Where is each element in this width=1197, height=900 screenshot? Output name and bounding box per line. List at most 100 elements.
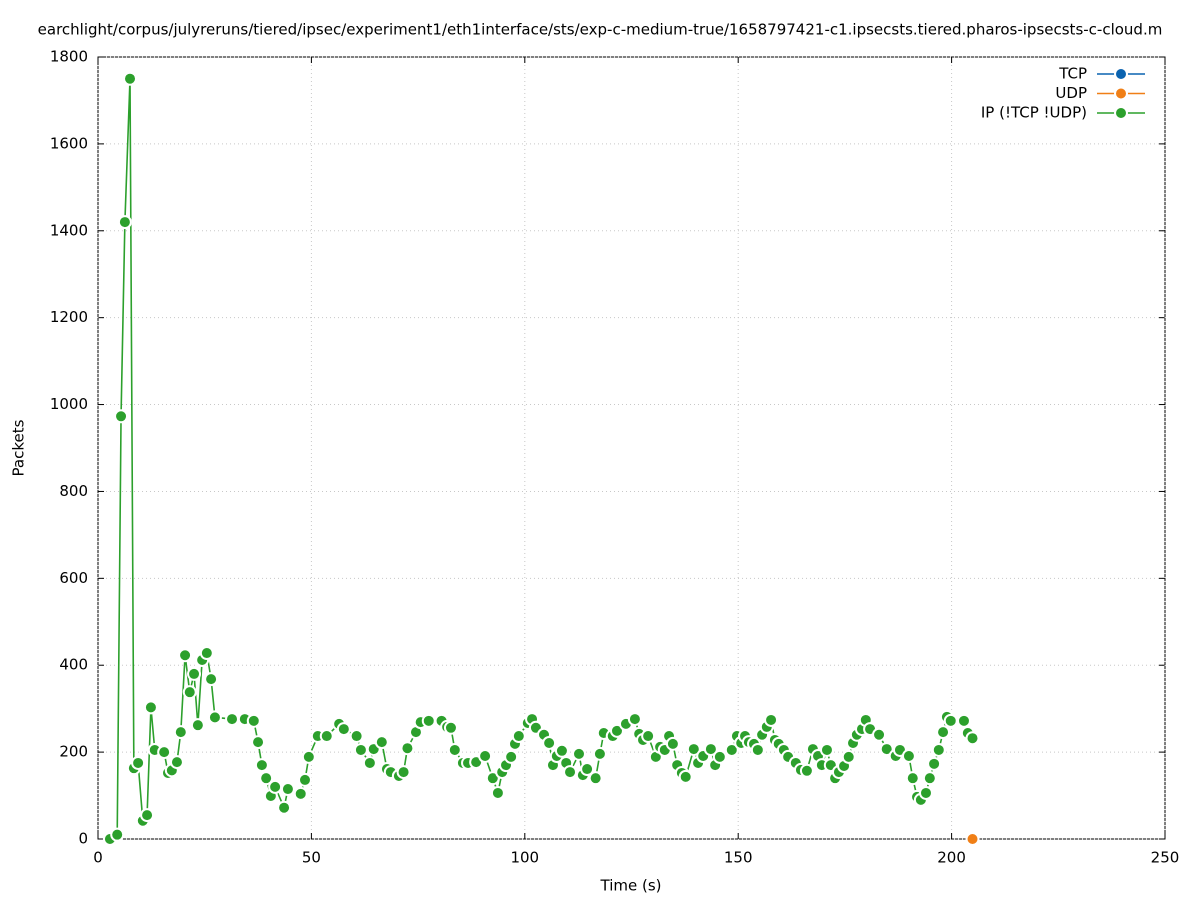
legend-label: TCP	[1058, 65, 1087, 83]
data-point	[374, 735, 389, 750]
data-point	[819, 742, 834, 757]
data-point	[750, 742, 765, 757]
data-point	[336, 722, 351, 737]
data-point	[609, 723, 624, 738]
data-point	[400, 741, 415, 756]
data-point	[280, 782, 295, 797]
data-point	[965, 832, 980, 846]
data-point	[511, 729, 526, 744]
data-point	[686, 742, 701, 757]
data-point	[157, 745, 172, 760]
data-point	[187, 666, 202, 681]
x-axis-label: Time (s)	[600, 877, 662, 895]
data-point	[580, 762, 595, 777]
data-point	[841, 749, 856, 764]
data-point	[592, 746, 607, 761]
legend-label: IP (!TCP !UDP)	[981, 104, 1087, 122]
data-point	[131, 755, 146, 770]
x-tick-label: 250	[1151, 849, 1180, 867]
data-point	[443, 720, 458, 735]
data-point	[143, 700, 158, 715]
y-axis-label: Packets	[10, 419, 28, 476]
y-tick-label: 400	[59, 656, 88, 674]
data-point	[199, 646, 214, 661]
data-point	[764, 712, 779, 727]
data-point	[905, 771, 920, 786]
x-tick-label: 150	[724, 849, 753, 867]
data-point	[703, 742, 718, 757]
data-point	[490, 785, 505, 800]
data-point	[207, 710, 222, 725]
data-point	[943, 713, 958, 728]
data-point	[110, 827, 125, 842]
data-point	[504, 749, 519, 764]
legend-marker	[1114, 67, 1128, 81]
data-point	[169, 755, 184, 770]
data-point	[627, 712, 642, 727]
data-point	[918, 785, 933, 800]
data-point	[554, 743, 569, 758]
x-tick-label: 0	[93, 849, 103, 867]
data-point	[572, 746, 587, 761]
data-point	[319, 729, 334, 744]
data-point	[268, 779, 283, 794]
x-tick-label: 100	[510, 849, 539, 867]
data-point	[204, 672, 219, 687]
data-point	[879, 742, 894, 757]
data-point	[641, 729, 656, 744]
x-tick-label: 50	[302, 849, 321, 867]
data-point	[872, 727, 887, 742]
data-point	[173, 725, 188, 740]
legend-marker	[1114, 86, 1128, 101]
y-tick-label: 1200	[50, 308, 88, 326]
data-point	[246, 713, 261, 728]
y-tick-label: 1800	[50, 48, 88, 66]
data-point	[254, 758, 269, 773]
data-point	[678, 769, 693, 784]
data-point	[114, 409, 129, 424]
data-point	[117, 215, 132, 230]
plot-frame	[97, 56, 1166, 840]
data-point	[178, 648, 193, 663]
data-point	[293, 786, 308, 801]
data-point	[362, 755, 377, 770]
y-tick-label: 1000	[50, 395, 88, 413]
y-tick-label: 1600	[50, 134, 88, 152]
data-point	[190, 718, 205, 733]
data-point	[901, 749, 916, 764]
data-point	[123, 71, 138, 86]
data-point	[542, 735, 557, 750]
data-point	[421, 713, 436, 728]
y-tick-label: 600	[59, 569, 88, 587]
data-point	[182, 685, 197, 700]
y-tick-label: 800	[59, 482, 88, 500]
x-tick-label: 200	[937, 849, 966, 867]
data-point	[563, 765, 578, 780]
y-tick-label: 0	[78, 830, 88, 848]
data-point	[251, 735, 266, 750]
data-point	[447, 742, 462, 757]
data-point	[259, 771, 274, 786]
data-point	[665, 736, 680, 751]
data-point	[922, 771, 937, 786]
data-point	[927, 756, 942, 771]
data-point	[297, 772, 312, 787]
data-point	[965, 731, 980, 746]
y-tick-label: 200	[59, 743, 88, 761]
data-point	[301, 749, 316, 764]
data-point	[396, 765, 411, 780]
data-point	[936, 725, 951, 740]
data-point	[588, 771, 603, 786]
data-point	[956, 713, 971, 728]
data-point	[478, 749, 493, 764]
data-point	[353, 742, 368, 757]
data-point	[931, 742, 946, 757]
legend-marker	[1114, 106, 1128, 120]
data-point	[724, 742, 739, 757]
data-point	[712, 749, 727, 764]
y-tick-label: 1400	[50, 221, 88, 239]
legend-label: UDP	[1055, 84, 1087, 102]
data-point	[225, 712, 240, 727]
